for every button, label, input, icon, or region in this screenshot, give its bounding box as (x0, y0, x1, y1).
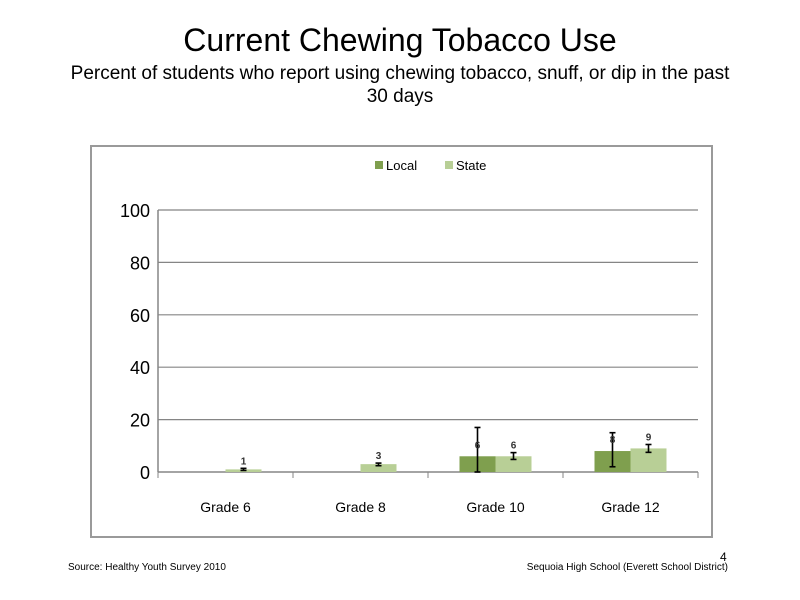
bar-chart: 0 20 40 60 80 100 Grade 6 1 Grade 8 3 Grade 10 6 6 Gr… (120, 158, 699, 515)
page-number: 4 (720, 550, 727, 564)
legend-label: Local (386, 158, 417, 173)
y-tick-label: 0 (140, 463, 150, 483)
legend-swatch-local (375, 161, 383, 169)
chart-area: 0 20 40 60 80 100 Grade 6 1 Grade 8 3 Grade 10 6 6 Gr… (90, 145, 713, 538)
source-note: Source: Healthy Youth Survey 2010 (68, 562, 226, 573)
x-tick-label: Grade 6 (200, 499, 251, 515)
data-label: 8 (610, 435, 616, 446)
data-label: 6 (475, 440, 481, 451)
legend-swatch-state (445, 161, 453, 169)
x-tick-label: Grade 8 (335, 499, 386, 515)
data-label: 9 (646, 432, 652, 443)
school-name: Sequoia High School (Everett School Dist… (526, 562, 728, 573)
x-tick-label: Grade 12 (601, 499, 660, 515)
y-tick-label: 20 (130, 411, 150, 431)
y-tick-label: 80 (130, 253, 150, 273)
slide-subtitle: Percent of students who report using che… (70, 63, 730, 107)
data-label: 3 (376, 451, 382, 462)
x-tick-label: Grade 10 (466, 499, 525, 515)
y-tick-label: 100 (120, 201, 150, 221)
bar-state (630, 448, 667, 472)
y-tick-label: 60 (130, 306, 150, 326)
data-label: 6 (511, 441, 517, 452)
legend-label: State (456, 158, 486, 173)
y-tick-label: 40 (130, 358, 150, 378)
data-label: 1 (241, 456, 247, 467)
bar-state (360, 464, 397, 472)
bar-state (495, 456, 532, 472)
slide-title: Current Chewing Tobacco Use (183, 22, 617, 58)
